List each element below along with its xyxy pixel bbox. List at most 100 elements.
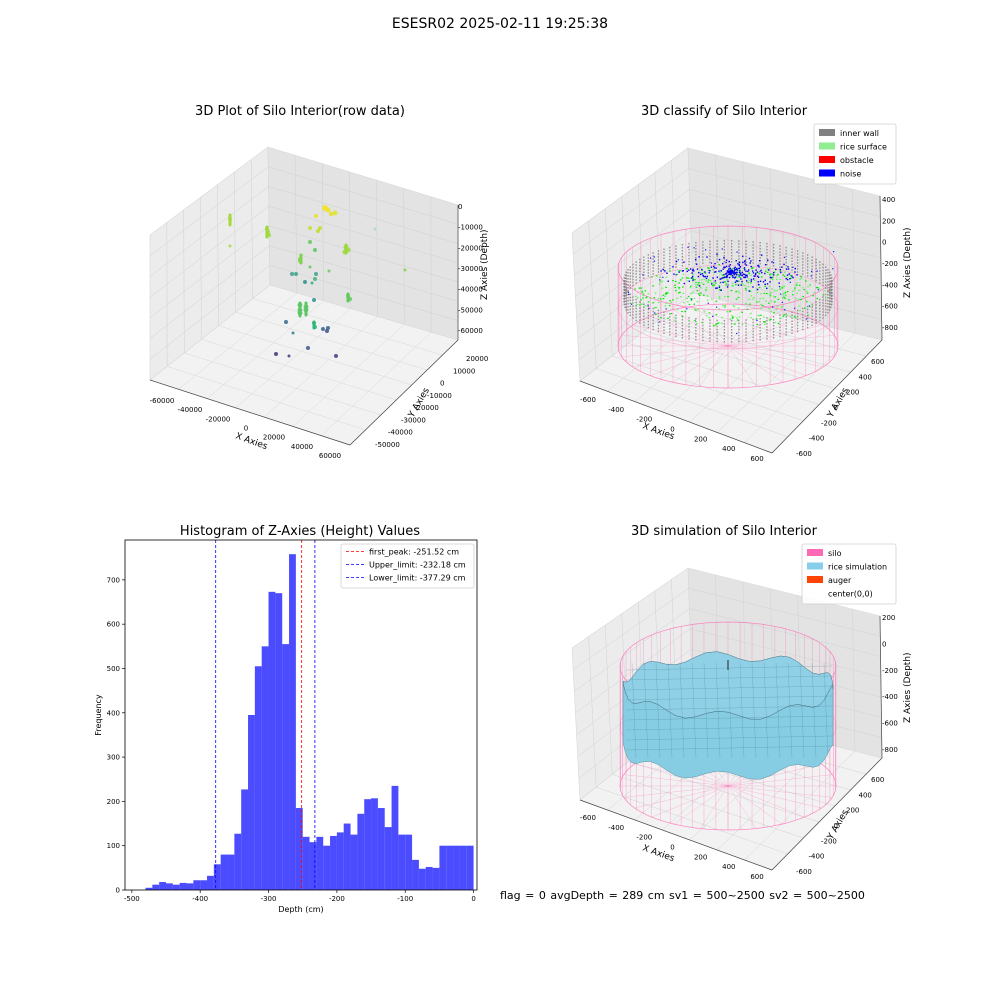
rice-surface-point: [777, 273, 779, 276]
rice-surface-point: [700, 292, 702, 294]
surface-mesh-line: [625, 675, 833, 681]
x-tick-label: -400: [192, 895, 208, 903]
x-tick-label: -60000: [150, 397, 175, 405]
rice-surface-point: [753, 279, 756, 282]
rice-surface-point: [645, 297, 648, 299]
noise-point: [720, 270, 722, 272]
rice-surface-point: [642, 294, 645, 296]
histogram-bar: [152, 884, 160, 890]
noise-point: [745, 280, 748, 282]
rice-surface-point: [732, 316, 734, 318]
rice-surface-point: [805, 301, 808, 303]
rice-surface-point: [662, 298, 665, 300]
rice-surface-point: [751, 267, 754, 269]
rice-surface-point: [770, 291, 772, 294]
z-tick-label: -50000: [458, 306, 483, 314]
rice-surface-point: [748, 298, 750, 300]
noise-point: [749, 262, 751, 264]
histogram-bar: [309, 842, 317, 890]
rice-surface-point: [751, 298, 754, 300]
raw-tick-labels: -60000-40000-200000200004000060000-50000…: [150, 203, 489, 460]
rice-surface-point: [676, 297, 679, 299]
y-tick-label: 200: [846, 807, 859, 815]
rice-surface-point: [758, 272, 760, 274]
noise-point: [692, 268, 694, 271]
noise-point: [760, 269, 762, 272]
grid-line: [612, 355, 804, 421]
grid-line: [607, 299, 721, 392]
classify-tick-labels: -600-400-2000200400600-600-400-200020040…: [580, 196, 898, 463]
rice-surface-point: [682, 273, 685, 275]
rice-surface-point: [695, 309, 697, 311]
noise-point: [772, 262, 775, 264]
surface-mesh-line: [625, 725, 833, 731]
silo-spoke: [727, 345, 784, 383]
x-tick-label: -40000: [178, 406, 203, 414]
surface-mesh-line: [631, 662, 637, 759]
data-point: [294, 272, 298, 276]
noise-point: [833, 251, 835, 253]
grid-line: [797, 175, 802, 320]
simulation-3d-plot: -600-400-2000200400600-600-400-200020040…: [571, 543, 913, 881]
grid-line: [269, 225, 459, 283]
rice-surface-point: [725, 283, 728, 285]
noise-point: [729, 264, 732, 266]
histogram-bars: [145, 554, 474, 890]
rice-surface-point: [762, 297, 765, 299]
rice-surface-point: [798, 289, 800, 291]
rice-surface-point: [707, 282, 710, 284]
noise-point: [714, 280, 717, 282]
y-tick-label: 600: [871, 776, 884, 784]
rice-surface-point: [783, 286, 785, 288]
noise-point: [737, 284, 740, 286]
noise-point: [760, 254, 763, 256]
rice-surface-point: [766, 292, 768, 295]
surface-mesh-line: [625, 695, 833, 701]
rice-surface-point: [677, 292, 680, 294]
rice-surface-point: [779, 270, 782, 272]
noise-point: [772, 306, 774, 308]
rice-surface-point: [737, 296, 740, 299]
rice-surface-point: [776, 289, 778, 292]
silo-spoke: [727, 345, 835, 358]
data-point: [287, 354, 291, 358]
histogram-bar: [241, 789, 249, 890]
noise-point: [787, 266, 789, 268]
rice-surface-point: [698, 282, 700, 284]
grid-line: [588, 220, 597, 369]
noise-point: [721, 248, 723, 250]
noise-point: [728, 268, 730, 270]
rice-surface-point: [729, 318, 732, 320]
x-tick-label: -400: [608, 824, 624, 832]
rice-surface-point: [696, 281, 698, 284]
noise-point: [756, 271, 759, 273]
rice-surface-point: [681, 315, 684, 317]
noise-point: [724, 276, 726, 279]
rice-surface-point: [638, 287, 641, 289]
rice-surface-point: [730, 290, 733, 292]
rice-surface-point: [679, 270, 681, 272]
noise-point: [731, 270, 734, 272]
rice-surface-point: [687, 301, 689, 303]
histogram-bar: [302, 836, 310, 890]
y-axis-line: [771, 757, 883, 871]
silo-spoke: [727, 763, 822, 787]
noise-point: [703, 275, 705, 278]
rice-surface-point: [723, 306, 726, 309]
status-readout: flag = 0 avgDepth = 289 cm sv1 = 500~250…: [500, 889, 865, 902]
rice-surface-point: [766, 271, 769, 274]
noise-point: [743, 276, 745, 278]
rice-surface-point: [701, 269, 703, 271]
noise-point: [725, 261, 727, 264]
rice-surface-point: [698, 293, 700, 295]
silo-spoke: [727, 785, 783, 825]
legend-swatch: [807, 589, 823, 597]
noise-point: [689, 268, 692, 270]
rice-surface-point: [652, 302, 655, 304]
noise-point: [691, 275, 694, 278]
y-tick-label: -50000: [375, 441, 400, 449]
rice-surface-point: [687, 277, 689, 279]
rice-surface-point: [786, 315, 788, 317]
rice-surface-point: [664, 295, 666, 297]
histogram-x-axis-label: Depth (cm): [278, 905, 323, 914]
